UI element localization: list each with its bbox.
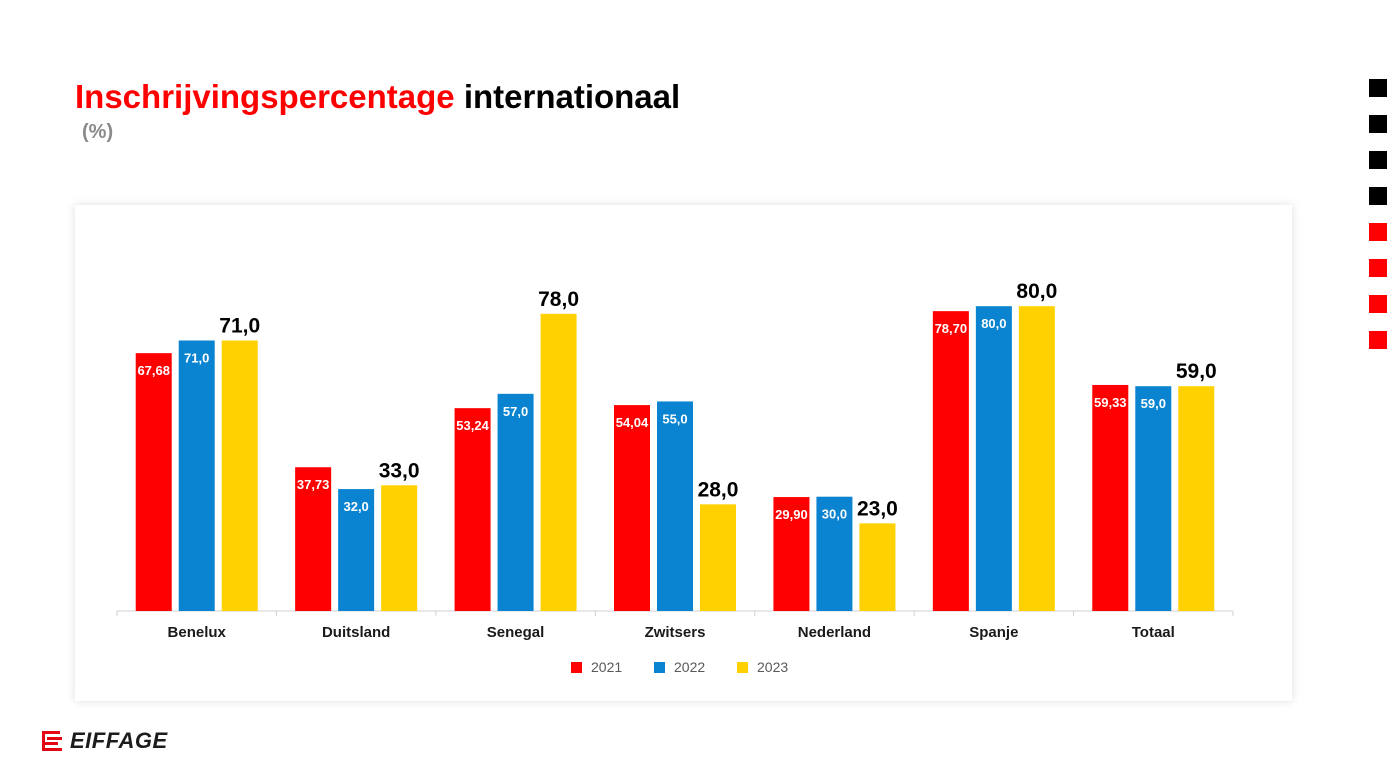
data-label-2021: 29,90 (775, 507, 808, 522)
slide-title-rest: internationaal (463, 78, 681, 115)
bar-2023-spanje (1018, 306, 1055, 611)
data-label-2023: 80,0 (1016, 280, 1057, 303)
x-tick-label: Zwitsers (645, 624, 706, 641)
side-marker-7 (1369, 295, 1387, 313)
side-marker-5 (1369, 223, 1387, 241)
bar-2022-benelux (178, 340, 215, 611)
legend-label-2022: 2022 (674, 659, 705, 675)
bar-2023-nederland (859, 523, 896, 611)
bar-2022-duitsland (338, 489, 375, 611)
bar-2022-spanje (975, 306, 1012, 611)
slide-subtitle-unit: (%) (82, 121, 114, 143)
data-label-2022: 80,0 (981, 316, 1006, 331)
data-label-2022: 30,0 (822, 507, 847, 522)
bar-2022-senegal (497, 393, 534, 611)
data-label-2022: 71,0 (184, 350, 209, 365)
slide-title: Inschrijvingspercentage internationaal (75, 74, 680, 120)
bar-2021-benelux (135, 353, 172, 611)
bar-2023-totaal (1178, 386, 1215, 611)
legend-label-2021: 2021 (591, 659, 622, 675)
side-marker-4 (1369, 187, 1387, 205)
bar-2023-benelux (221, 340, 258, 611)
bar-2021-spanje (932, 311, 969, 611)
data-label-2023: 59,0 (1176, 360, 1217, 383)
logo-text: EIFFAGE (70, 728, 168, 753)
side-marker-6 (1369, 259, 1387, 277)
data-label-2021: 59,33 (1094, 395, 1127, 410)
x-tick-label: Totaal (1132, 624, 1175, 641)
data-label-2021: 67,68 (137, 363, 170, 378)
data-label-2023: 33,0 (379, 459, 420, 482)
data-label-2021: 53,24 (456, 418, 489, 433)
data-label-2023: 71,0 (219, 314, 260, 337)
bar-2021-senegal (454, 408, 491, 611)
bar-2021-zwitsers (614, 405, 650, 611)
data-label-2022: 32,0 (343, 499, 368, 514)
bar-2023-senegal (540, 313, 577, 611)
data-label-2023: 28,0 (698, 478, 739, 501)
data-label-2022: 55,0 (662, 411, 687, 426)
bar-2021-nederland (773, 497, 810, 611)
data-label-2023: 78,0 (538, 288, 579, 311)
x-tick-label: Benelux (168, 624, 227, 641)
legend-swatch-2022 (654, 662, 665, 673)
bar-2021-duitsland (295, 467, 332, 611)
bar-chart: 67,68 71,0 71,0 Benelux 37,73 32,0 33,0 Duitsla… (116, 280, 1234, 675)
x-tick-label: Duitsland (322, 624, 390, 641)
data-label-2021: 37,73 (297, 477, 330, 492)
eiffage-logo-icon (42, 731, 62, 751)
bar-2023-zwitsers (700, 504, 736, 611)
data-label-2021: 78,70 (935, 321, 968, 336)
legend-swatch-2023 (737, 662, 748, 673)
bar-2023-duitsland (381, 485, 418, 611)
side-marker-8 (1369, 331, 1387, 349)
data-label-2023: 23,0 (857, 497, 898, 520)
bar-2022-nederland (816, 496, 853, 611)
chart-panel: 67,68 71,0 71,0 Benelux 37,73 32,0 33,0 Duitsla… (75, 205, 1292, 701)
data-label-2022: 59,0 (1141, 396, 1166, 411)
side-marker-1 (1369, 79, 1387, 97)
company-logo: EIFFAGE (40, 727, 168, 755)
data-label-2021: 54,04 (616, 415, 649, 430)
x-tick-label: Nederland (798, 624, 871, 641)
x-tick-label: Senegal (487, 624, 545, 641)
side-markers (1369, 79, 1387, 367)
legend-swatch-2021 (571, 662, 582, 673)
x-tick-label: Spanje (969, 624, 1018, 641)
slide-title-highlight: Inschrijvingspercentage (75, 78, 455, 115)
bar-2022-totaal (1135, 386, 1172, 611)
side-marker-3 (1369, 151, 1387, 169)
bar-2022-zwitsers (657, 401, 693, 611)
bar-2021-totaal (1092, 384, 1129, 611)
side-marker-2 (1369, 115, 1387, 133)
legend-label-2023: 2023 (757, 659, 788, 675)
data-label-2022: 57,0 (503, 404, 528, 419)
